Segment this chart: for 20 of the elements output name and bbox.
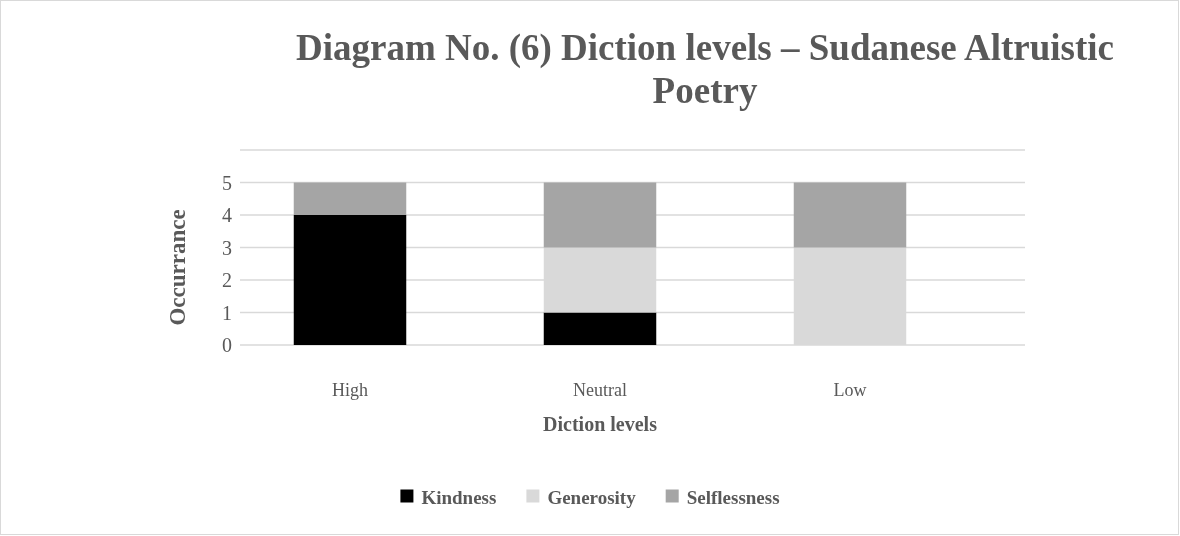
x-tick-label: Neutral bbox=[573, 380, 627, 400]
y-axis-title: Occurrance bbox=[165, 209, 190, 326]
y-tick-label: 1 bbox=[222, 301, 232, 324]
y-tick-label: 4 bbox=[222, 204, 232, 226]
legend-label: Selflessness bbox=[686, 486, 780, 508]
bar bbox=[543, 182, 657, 248]
chart-title: Diagram No. (6) Diction levels – Sudanese Altruistic Poetry bbox=[295, 27, 1115, 111]
y-tick-label: 0 bbox=[222, 334, 232, 356]
y-tick-label: 3 bbox=[222, 236, 232, 259]
x-tick-label: High bbox=[332, 380, 368, 400]
bar bbox=[293, 182, 407, 215]
legend-label: Kindness bbox=[421, 486, 497, 508]
bar bbox=[293, 215, 407, 345]
x-tick-label: Low bbox=[833, 380, 867, 400]
y-tick-label: 5 bbox=[222, 171, 232, 194]
bar bbox=[543, 312, 657, 345]
legend-label: Generosity bbox=[547, 486, 637, 508]
y-tick-label: 2 bbox=[222, 269, 232, 291]
x-axis-title: Diction levels bbox=[543, 413, 658, 435]
bar bbox=[793, 182, 907, 248]
